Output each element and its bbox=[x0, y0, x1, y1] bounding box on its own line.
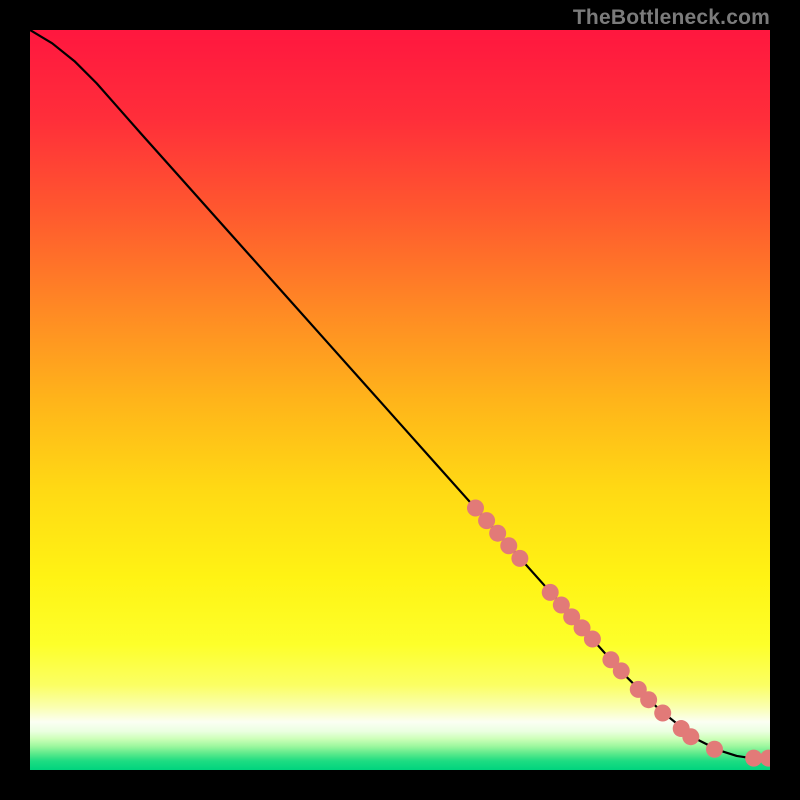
bottleneck-chart bbox=[30, 30, 770, 770]
data-point bbox=[584, 631, 601, 648]
data-point bbox=[745, 750, 762, 767]
chart-background bbox=[30, 30, 770, 770]
chart-plot-area bbox=[30, 30, 770, 770]
data-point bbox=[654, 705, 671, 722]
data-point bbox=[613, 662, 630, 679]
data-point bbox=[640, 691, 657, 708]
watermark-text: TheBottleneck.com bbox=[573, 6, 770, 30]
data-point bbox=[682, 728, 699, 745]
data-point bbox=[706, 741, 723, 758]
data-point bbox=[511, 550, 528, 567]
